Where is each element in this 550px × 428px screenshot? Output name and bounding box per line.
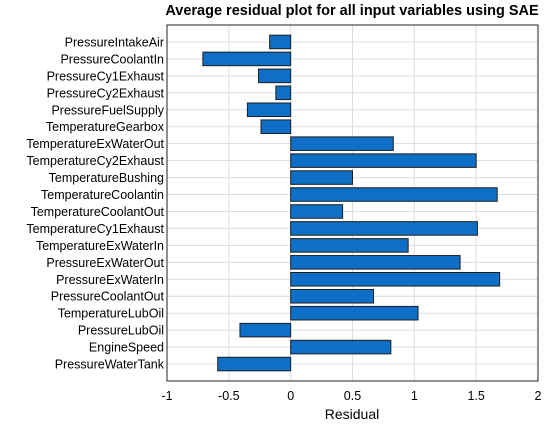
x-tick-label: 1 (411, 389, 418, 403)
bar-TemperatureLubOil (290, 305, 419, 321)
bar-TemperatureGearbox (260, 119, 292, 134)
bar-PressureCoolantOut (290, 288, 375, 304)
bar-PressureExWaterIn (290, 272, 501, 287)
bar-PressureCy1Exhaust (258, 68, 292, 84)
category-labels: PressureIntakeAir PressureCoolantIn Pressu… (26, 35, 165, 371)
category-label: TemperatureCy1Exhaust (26, 222, 164, 236)
bar-PressureWaterTank (217, 356, 292, 372)
category-label: PressureCy2Exhaust (47, 86, 165, 100)
x-tick-label: 0 (287, 389, 294, 403)
grid-lines (166, 25, 539, 381)
bar-TemperatureCoolantin (290, 187, 498, 202)
bar-TemperatureCy2Exhaust (290, 153, 477, 168)
category-label: PressureLubOil (78, 324, 164, 338)
bar-TemperatureBushing (290, 170, 353, 185)
category-label: PressureWaterTank (55, 358, 165, 372)
chart-title: Average residual plot for all input vari… (165, 3, 539, 19)
category-label: TemperatureBushing (49, 171, 164, 185)
x-tick-label: -0.5 (218, 389, 240, 403)
bar-TemperatureExWaterOut (290, 136, 394, 151)
category-label: PressureExWaterIn (56, 273, 164, 287)
category-label: PressureExWaterOut (46, 256, 164, 270)
category-label: PressureCy1Exhaust (47, 69, 165, 83)
category-label: PressureCoolantOut (51, 290, 165, 304)
category-label: TemperatureCoolantin (41, 188, 164, 202)
category-label: TemperatureCoolantOut (31, 205, 165, 219)
bar-PressureExWaterOut (290, 255, 461, 270)
bar-PressureLubOil (239, 322, 292, 338)
category-label: TemperatureCy2Exhaust (26, 154, 164, 168)
bar-TemperatureCoolantOut (290, 204, 344, 219)
bar-PressureFuelSupply (246, 102, 292, 118)
category-label: TemperatureExWaterOut (26, 137, 164, 151)
x-tick-label: 2 (535, 389, 542, 403)
x-tick-labels: -1 -0.5 0 0.5 1 1.5 2 (161, 389, 541, 403)
plot-frame (166, 24, 539, 382)
category-label: PressureCoolantIn (60, 52, 164, 66)
category-label: EngineSpeed (89, 341, 164, 355)
bars (202, 34, 501, 372)
bar-PressureIntakeAir (269, 34, 292, 50)
x-tick-label: 0.5 (344, 389, 361, 403)
category-label: TemperatureLubOil (58, 307, 164, 321)
x-tick-label: 1.5 (467, 389, 484, 403)
bar-PressureCy2Exhaust (275, 85, 292, 101)
category-label: PressureIntakeAir (65, 35, 164, 49)
bar-TemperatureCy1Exhaust (290, 221, 478, 236)
bar-TemperatureExWaterIn (290, 238, 409, 253)
category-label: PressureFuelSupply (51, 103, 164, 117)
x-tick-label: -1 (161, 389, 172, 403)
category-label: TemperatureExWaterIn (36, 239, 164, 253)
x-axis-label: Residual (325, 406, 379, 422)
category-label: TemperatureGearbox (46, 120, 165, 134)
bar-EngineSpeed (290, 339, 392, 355)
bar-PressureCoolantIn (202, 51, 292, 67)
